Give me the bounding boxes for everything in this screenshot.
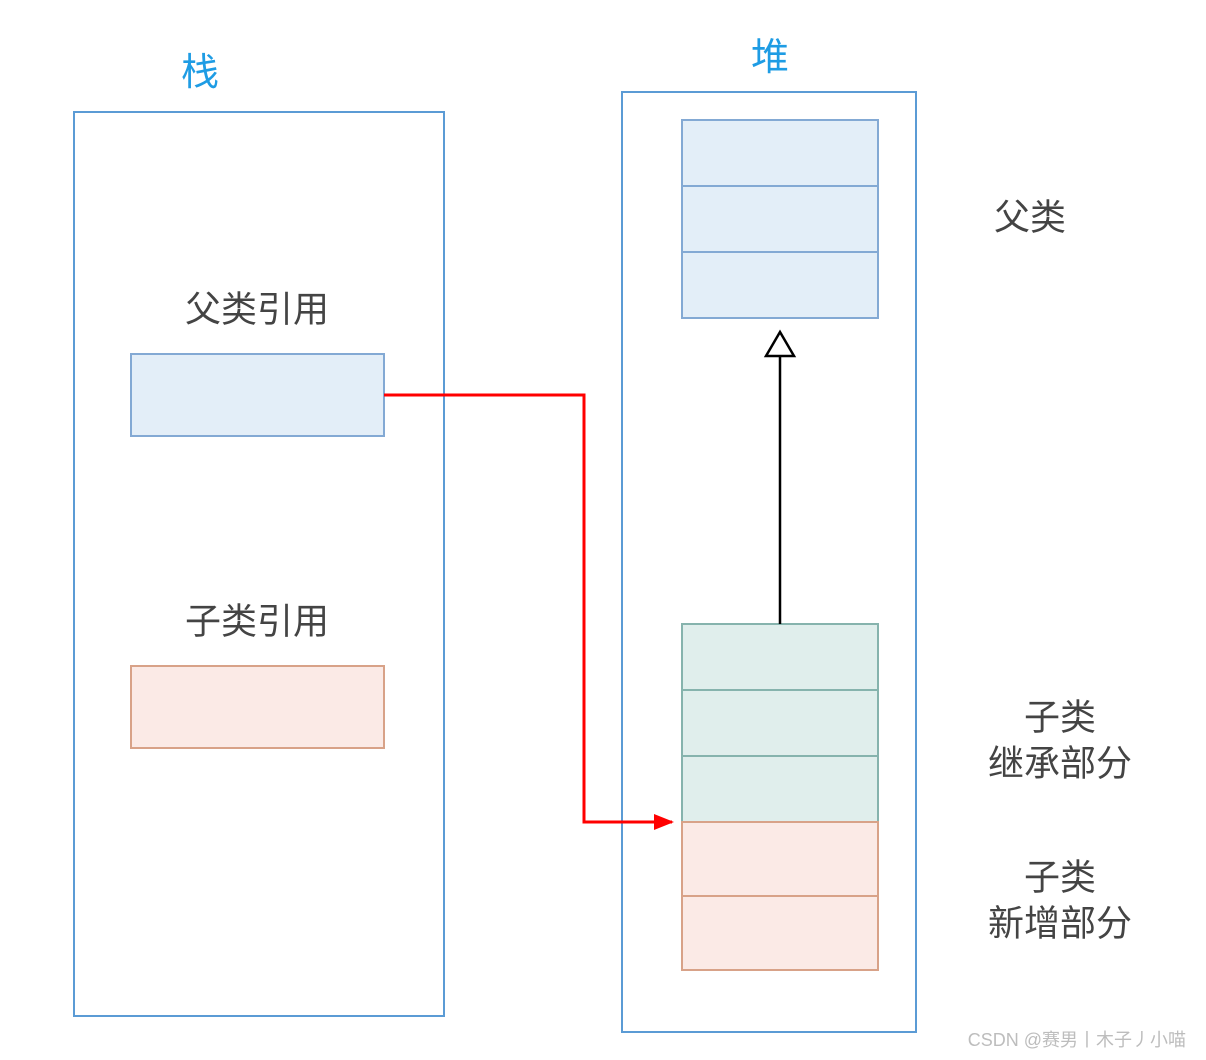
child-inherited-label-1: 子类	[1024, 697, 1096, 738]
watermark: CSDN @赛男丨木子丿小喵	[968, 1030, 1186, 1050]
child-inherited-cell	[682, 690, 878, 756]
child-added-label-2: 新增部分	[988, 903, 1132, 944]
parent-obj-cell	[682, 120, 878, 186]
parent-ref-box	[131, 354, 384, 436]
parent-obj-label: 父类	[994, 197, 1066, 238]
parent-obj-cell	[682, 252, 878, 318]
child-added-label-1: 子类	[1024, 857, 1096, 898]
child-inherited-cell	[682, 624, 878, 690]
parent-ref-label: 父类引用	[185, 289, 329, 330]
child-ref-label: 子类引用	[185, 601, 329, 642]
stack-title: 栈	[181, 52, 219, 94]
child-inherited-cell	[682, 756, 878, 822]
child-added-cell	[682, 822, 878, 896]
child-ref-box	[131, 666, 384, 748]
heap-title: 堆	[751, 37, 789, 79]
parent-obj-cell	[682, 186, 878, 252]
child-added-cell	[682, 896, 878, 970]
child-inherited-label-2: 继承部分	[988, 743, 1132, 784]
canvas-bg	[0, 0, 1206, 1060]
